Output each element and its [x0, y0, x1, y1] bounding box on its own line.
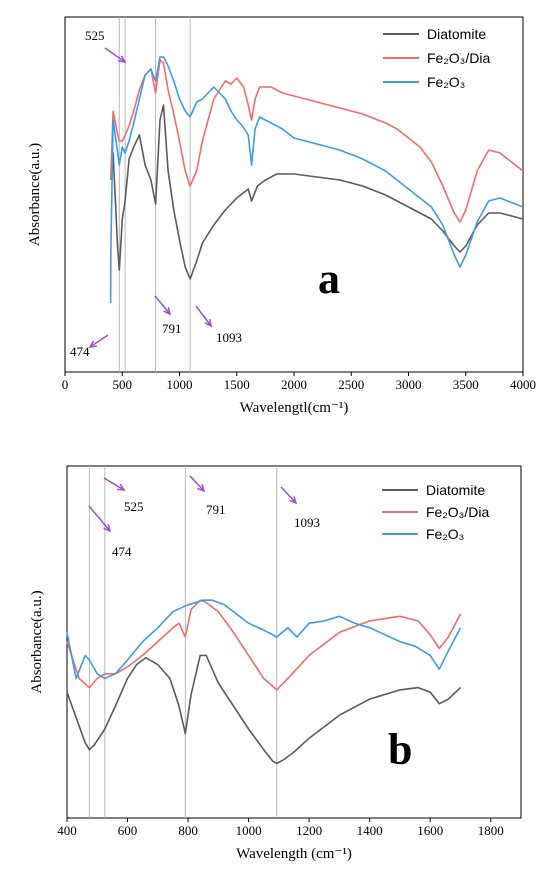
- annotation-label: 791: [206, 502, 226, 517]
- annotation-arrow: [104, 47, 126, 63]
- series-line-0: [110, 104, 524, 280]
- legend-label: Fe₂O₃: [426, 526, 464, 542]
- x-tick-label: 3000: [396, 377, 422, 392]
- x-tick-label: 0: [62, 377, 69, 392]
- x-tick-label: 1400: [357, 823, 383, 838]
- x-axis-title: Wavelength (cm⁻¹): [236, 846, 352, 862]
- arrow-head-icon: [204, 318, 213, 328]
- annotation-label: 474: [70, 344, 90, 359]
- x-tick-label: 1500: [224, 377, 250, 392]
- panel-letter: a: [318, 254, 340, 303]
- annotation-label: 1093: [294, 515, 320, 530]
- series-line-1: [110, 59, 524, 223]
- panel-b: 400 600 800 1000 1200 1400 1600 1800 Wavelength …: [29, 465, 522, 862]
- arrow-head-icon: [88, 340, 98, 348]
- x-tick-label: 2000: [281, 377, 307, 392]
- arrow-head-icon: [163, 307, 172, 316]
- annotation-arrow: [154, 295, 171, 315]
- x-tick-label: 1000: [167, 377, 193, 392]
- x-tick-label: 500: [113, 377, 133, 392]
- x-tick-label: 1600: [417, 823, 443, 838]
- y-axis-title: Absorbance(a.u.): [27, 143, 43, 246]
- arrow-head-icon: [116, 483, 126, 491]
- x-tick-label: 400: [57, 823, 77, 838]
- annotation-label: 791: [162, 321, 182, 336]
- legend-label: Fe₂O₃/Dia: [427, 50, 490, 66]
- arrow-head-icon: [289, 496, 298, 505]
- arrow-head-icon: [117, 55, 127, 63]
- series-line-2: [109, 56, 524, 304]
- x-tick-label: 600: [118, 823, 138, 838]
- annotation-arrow: [189, 475, 205, 492]
- annotation-arrow: [103, 477, 125, 491]
- legend-label: Fe₂O₃/Dia: [426, 504, 489, 520]
- annotation-arrow: [280, 486, 297, 504]
- panel-letter: b: [388, 725, 412, 774]
- legend-label: Diatomite: [426, 482, 485, 498]
- legend-label: Fe₂O₃: [427, 74, 465, 90]
- x-tick-label: 2500: [338, 377, 364, 392]
- series-line-2: [66, 599, 462, 680]
- x-tick-label: 4000: [510, 377, 536, 392]
- annotation-label: 525: [124, 499, 144, 514]
- annotation-arrow: [89, 334, 109, 348]
- panel-a: 0 500 1000 1500 2000 2500 3000 3500 4000 Waveleng…: [27, 16, 536, 416]
- legend-label: Diatomite: [427, 26, 486, 42]
- x-tick-label: 800: [178, 823, 198, 838]
- series-line-0: [66, 654, 462, 765]
- annotation-arrow: [195, 305, 212, 327]
- x-tick-label: 1000: [236, 823, 262, 838]
- annotation-label: 474: [112, 544, 132, 559]
- arrow-head-icon: [197, 484, 206, 493]
- annotation-arrow: [88, 505, 111, 532]
- x-tick-label: 3500: [453, 377, 479, 392]
- plot-frame: [64, 16, 524, 373]
- annotation-label: 525: [85, 28, 105, 43]
- x-tick-label: 1800: [478, 823, 504, 838]
- series-line-1: [66, 599, 462, 691]
- x-axis-title: Wavelengtl(cm⁻¹): [240, 400, 349, 416]
- x-tick-label: 1200: [296, 823, 322, 838]
- y-axis-title: Absorbance(a.u.): [29, 590, 45, 693]
- annotation-label: 1093: [216, 330, 242, 345]
- arrow-head-icon: [103, 524, 112, 533]
